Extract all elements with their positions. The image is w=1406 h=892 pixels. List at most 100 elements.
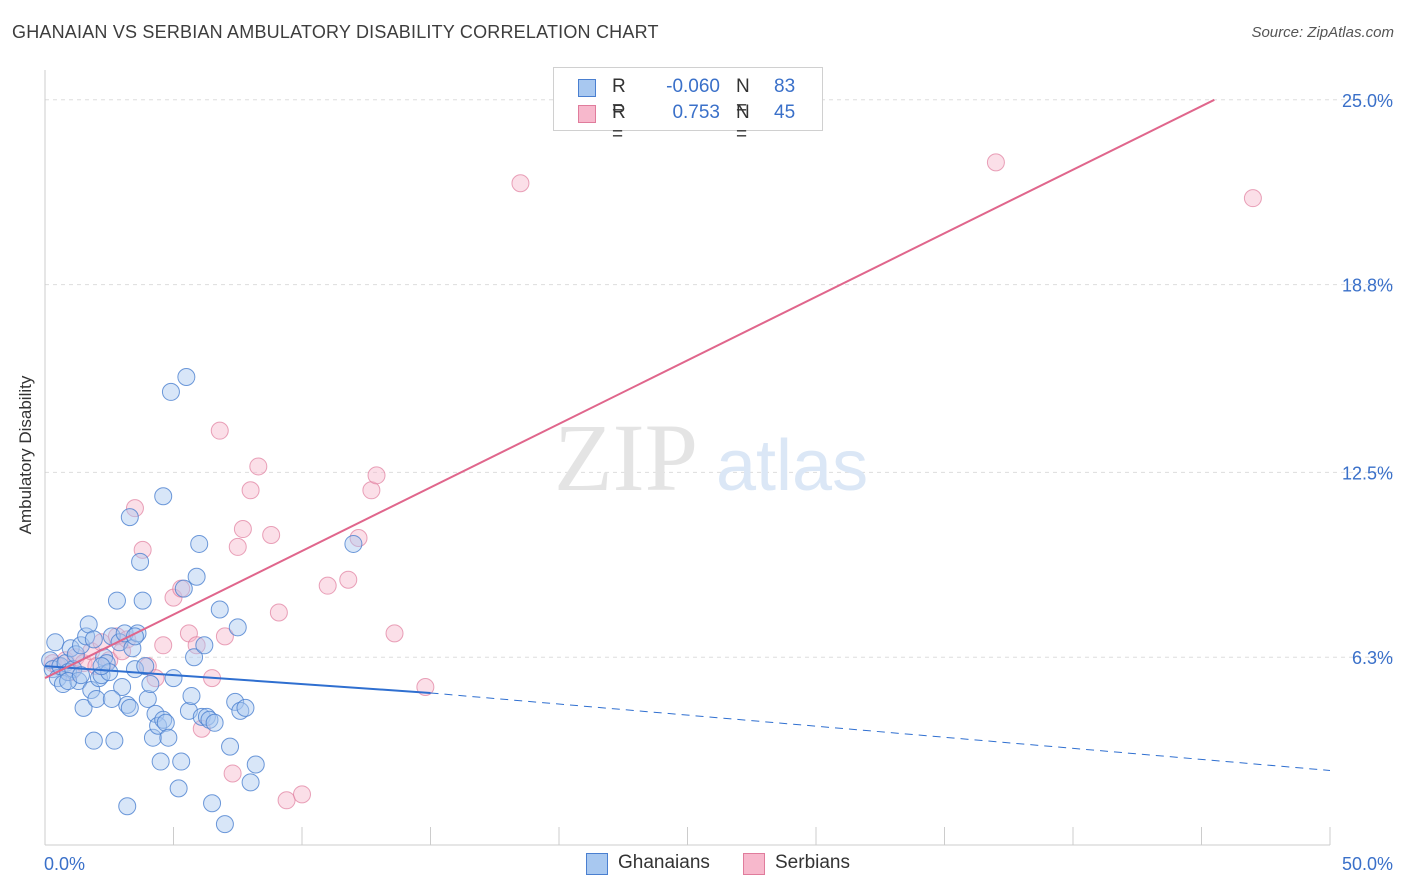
ghanaian-point bbox=[344, 534, 363, 553]
serbian-point bbox=[986, 153, 1005, 172]
ghanaian-point bbox=[221, 737, 240, 756]
ghanaian-point bbox=[136, 657, 155, 676]
ghanaian-point bbox=[226, 692, 245, 711]
ghanaian-point bbox=[205, 713, 224, 732]
ghanaian-point bbox=[131, 552, 150, 571]
serbians-trendline bbox=[44, 98, 1215, 679]
ghanaians-trendline-extension bbox=[430, 692, 1331, 771]
ghanaian-point bbox=[154, 487, 173, 506]
y-axis-label: Ambulatory Disability bbox=[16, 375, 35, 535]
ghanaian-point bbox=[246, 755, 265, 774]
serbian-point bbox=[511, 174, 530, 193]
ghanaian-point bbox=[102, 689, 121, 708]
serbian-point bbox=[277, 791, 296, 810]
ghanaian-point bbox=[231, 701, 250, 720]
serbian-point bbox=[262, 526, 281, 544]
serbian-point bbox=[293, 785, 311, 804]
r-label: R = bbox=[612, 102, 626, 145]
serbian-point bbox=[318, 576, 337, 595]
ghanaians-legend-label: Ghanaians bbox=[618, 852, 710, 873]
grid-lines bbox=[45, 99, 1393, 658]
watermark-zip: ZIP bbox=[554, 404, 698, 511]
serbian-point bbox=[249, 457, 268, 476]
ghanaians-legend-swatch bbox=[586, 853, 608, 875]
ghanaian-point bbox=[215, 815, 234, 834]
ghanaian-point bbox=[92, 657, 111, 676]
serbians-legend-swatch bbox=[743, 853, 765, 875]
ghanaian-point bbox=[172, 752, 191, 771]
watermark-atlas: atlas bbox=[716, 426, 868, 506]
ghanaian-point bbox=[133, 591, 152, 610]
serbian-point bbox=[215, 627, 234, 646]
ghanaian-point bbox=[182, 686, 201, 705]
r-label: R = bbox=[612, 76, 626, 119]
ghanaian-point bbox=[203, 794, 222, 813]
serbian-point bbox=[1243, 189, 1262, 208]
serbian-point bbox=[154, 636, 173, 655]
ghanaian-point bbox=[138, 689, 157, 708]
serbian-point bbox=[133, 540, 152, 559]
ghanaian-point bbox=[118, 695, 137, 714]
ghanaian-point bbox=[61, 639, 80, 658]
ghanaians-swatch bbox=[578, 79, 596, 97]
ghanaian-point bbox=[141, 675, 160, 694]
serbian-point bbox=[269, 603, 288, 622]
watermark: ZIP atlas bbox=[554, 404, 868, 511]
serbian-point bbox=[385, 624, 404, 643]
ghanaian-point bbox=[161, 382, 180, 401]
ghanaian-point bbox=[53, 675, 72, 694]
axes bbox=[44, 70, 1331, 846]
stats-legend: R = -0.060 N = 83 R = 0.753 N = 45 bbox=[553, 67, 823, 145]
ghanaian-point bbox=[210, 600, 229, 619]
serbian-point bbox=[367, 466, 386, 485]
ghanaian-point bbox=[143, 728, 162, 747]
serbian-point bbox=[233, 520, 252, 539]
serbian-point bbox=[125, 499, 144, 518]
r-value: -0.060 bbox=[666, 76, 720, 97]
ghanaian-point bbox=[151, 752, 170, 771]
n-value: 83 bbox=[774, 76, 796, 97]
x-tick-label-max: 50.0% bbox=[1342, 854, 1393, 874]
y-tick-labels: 6.3% 12.5% 18.8% 25.0% bbox=[1342, 91, 1393, 668]
ghanaian-point bbox=[185, 648, 204, 667]
ghanaian-point bbox=[105, 731, 124, 750]
y-tick-label: 12.5% bbox=[1342, 463, 1393, 483]
source-label: Source: ZipAtlas.com bbox=[1251, 24, 1394, 41]
n-label: N = bbox=[736, 76, 750, 119]
ghanaian-point bbox=[169, 779, 188, 798]
ghanaian-point bbox=[200, 710, 219, 729]
x-tick-label-min: 0.0% bbox=[44, 854, 85, 874]
ghanaian-point bbox=[236, 698, 255, 717]
ghanaians-points bbox=[41, 368, 363, 834]
serbian-point bbox=[241, 481, 260, 500]
trendlines bbox=[44, 98, 1331, 771]
serbians-swatch bbox=[578, 105, 596, 123]
ghanaian-point bbox=[84, 731, 103, 750]
ghanaian-point bbox=[107, 591, 126, 610]
serbian-point bbox=[228, 537, 247, 556]
ghanaian-point bbox=[118, 797, 137, 816]
ghanaian-point bbox=[174, 579, 193, 598]
ghanaian-point bbox=[177, 368, 196, 387]
ghanaian-point bbox=[74, 698, 93, 717]
serbian-point bbox=[187, 636, 206, 655]
ghanaian-point bbox=[120, 698, 139, 717]
n-label: N = bbox=[736, 102, 750, 145]
y-tick-label: 18.8% bbox=[1342, 276, 1393, 296]
serbian-point bbox=[223, 764, 242, 783]
ghanaian-point bbox=[154, 710, 173, 729]
r-value: 0.753 bbox=[672, 102, 720, 123]
ghanaian-point bbox=[241, 773, 260, 792]
ghanaian-point bbox=[46, 633, 65, 652]
ghanaian-point bbox=[195, 636, 214, 655]
ghanaian-point bbox=[87, 689, 106, 708]
ghanaian-point bbox=[159, 728, 178, 747]
ghanaian-point bbox=[164, 669, 183, 688]
serbians-legend-label: Serbians bbox=[775, 852, 850, 873]
serbian-point bbox=[416, 678, 435, 697]
ghanaian-point bbox=[156, 713, 175, 732]
serbian-point bbox=[349, 528, 368, 547]
ghanaian-point bbox=[187, 567, 206, 586]
serbians-points bbox=[43, 153, 1262, 810]
